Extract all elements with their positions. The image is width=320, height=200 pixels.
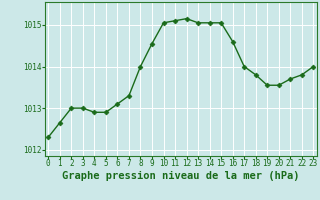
X-axis label: Graphe pression niveau de la mer (hPa): Graphe pression niveau de la mer (hPa): [62, 171, 300, 181]
